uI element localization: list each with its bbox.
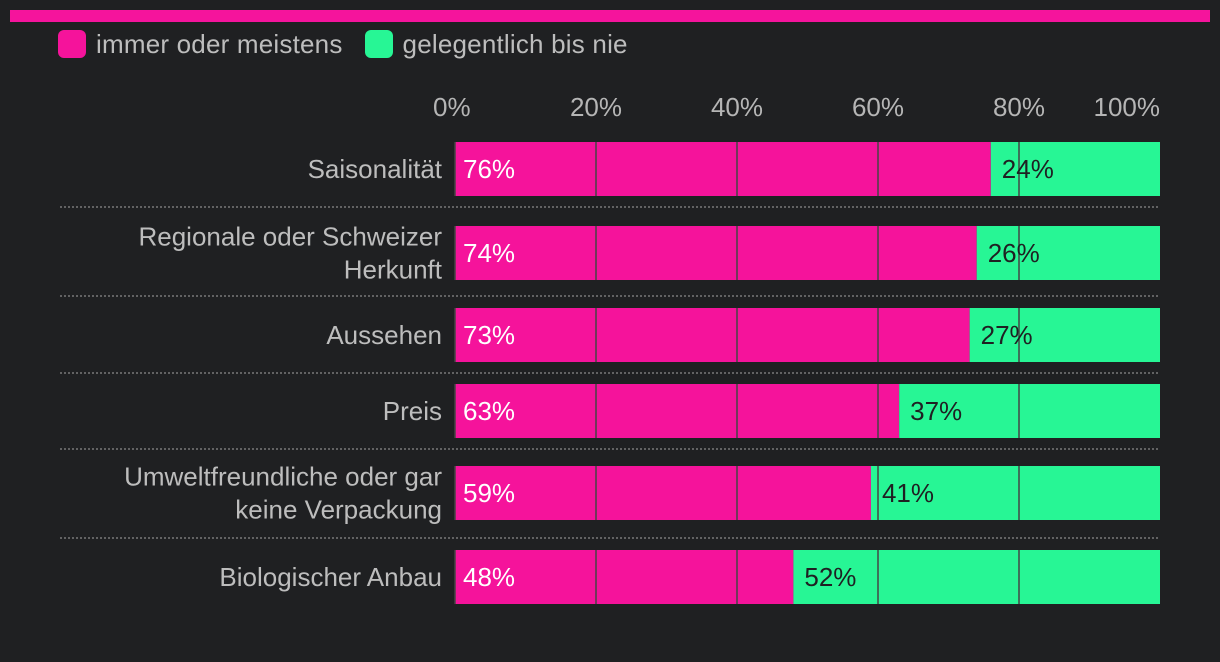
x-tick-label: 80%: [993, 92, 1045, 122]
category-label: Saisonalität: [308, 154, 443, 184]
top-accent-bar: [10, 10, 1210, 22]
x-tick-label: 60%: [852, 92, 904, 122]
legend-swatch-always: [58, 30, 86, 58]
value-label-always: 73%: [463, 320, 515, 350]
category-label: Preis: [383, 396, 442, 426]
x-tick-label: 20%: [570, 92, 622, 122]
bar-segment-always: [455, 384, 900, 438]
value-label-always: 63%: [463, 396, 515, 426]
value-label-always: 48%: [463, 562, 515, 592]
value-label-occasionally: 41%: [882, 478, 934, 508]
value-label-occasionally: 52%: [804, 562, 856, 592]
category-label: Herkunft: [344, 255, 443, 285]
category-label: Regionale oder Schweizer: [138, 222, 442, 252]
value-label-always: 59%: [463, 478, 515, 508]
bar-segment-occasionally: [976, 226, 1160, 280]
bar-segment-occasionally: [870, 466, 1160, 520]
x-tick-label: 0%: [433, 92, 471, 122]
legend: immer oder meistens gelegentlich bis nie: [58, 28, 650, 60]
bar-segment-occasionally: [969, 308, 1160, 362]
category-label: keine Verpackung: [235, 495, 442, 525]
value-label-always: 74%: [463, 238, 515, 268]
bar-segment-always: [455, 226, 977, 280]
legend-label-occasionally: gelegentlich bis nie: [402, 28, 628, 59]
value-label-occasionally: 37%: [910, 396, 962, 426]
value-label-occasionally: 27%: [981, 320, 1033, 350]
bar-segment-always: [455, 308, 970, 362]
x-tick-label: 100%: [1094, 92, 1161, 122]
category-label: Umweltfreundliche oder gar: [124, 462, 442, 492]
legend-item-always[interactable]: immer oder meistens: [58, 29, 343, 60]
x-tick-label: 40%: [711, 92, 763, 122]
value-label-occasionally: 26%: [988, 238, 1040, 268]
bar-segment-always: [455, 142, 991, 196]
bar-segment-occasionally: [793, 550, 1160, 604]
bar-segment-occasionally: [899, 384, 1160, 438]
bar-segment-always: [455, 466, 871, 520]
legend-label-always: immer oder meistens: [96, 28, 343, 59]
legend-swatch-occasionally: [364, 30, 393, 58]
value-label-occasionally: 24%: [1002, 154, 1054, 184]
category-label: Aussehen: [326, 320, 442, 350]
value-label-always: 76%: [463, 154, 515, 184]
legend-item-occasionally[interactable]: gelegentlich bis nie: [364, 28, 628, 60]
category-label: Biologischer Anbau: [219, 562, 442, 592]
